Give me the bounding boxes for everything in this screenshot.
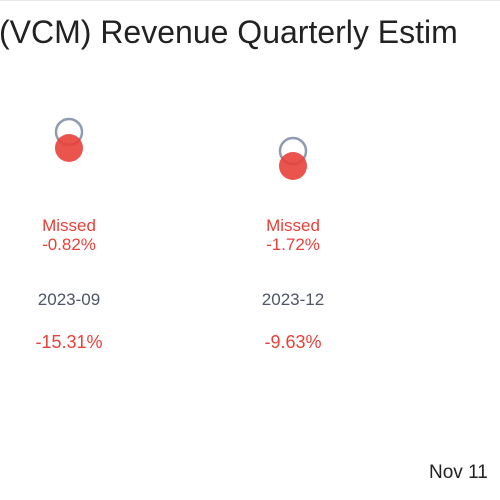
surprise-percent: -1.72%	[266, 235, 320, 254]
quarter-period: 20	[455, 291, 500, 309]
actual-point	[55, 134, 83, 162]
chart-title: (VCM) Revenue Quarterly Estim	[0, 14, 458, 50]
footer-date: Nov 11	[429, 462, 488, 483]
surprise-percent: -0.82%	[42, 235, 96, 254]
growth-percent: +	[455, 333, 500, 351]
surprise-percent: +	[455, 236, 500, 254]
actual-point	[279, 152, 307, 180]
surprise-status: Missed	[42, 216, 96, 235]
growth-percent: -15.31%	[35, 332, 103, 352]
surprise-status: Missed	[266, 216, 320, 235]
growth-percent: -9.63%	[264, 332, 322, 352]
quarter-period: 2023-09	[37, 290, 101, 309]
top-border	[0, 0, 500, 1]
quarter-period: 2023-12	[261, 290, 325, 309]
